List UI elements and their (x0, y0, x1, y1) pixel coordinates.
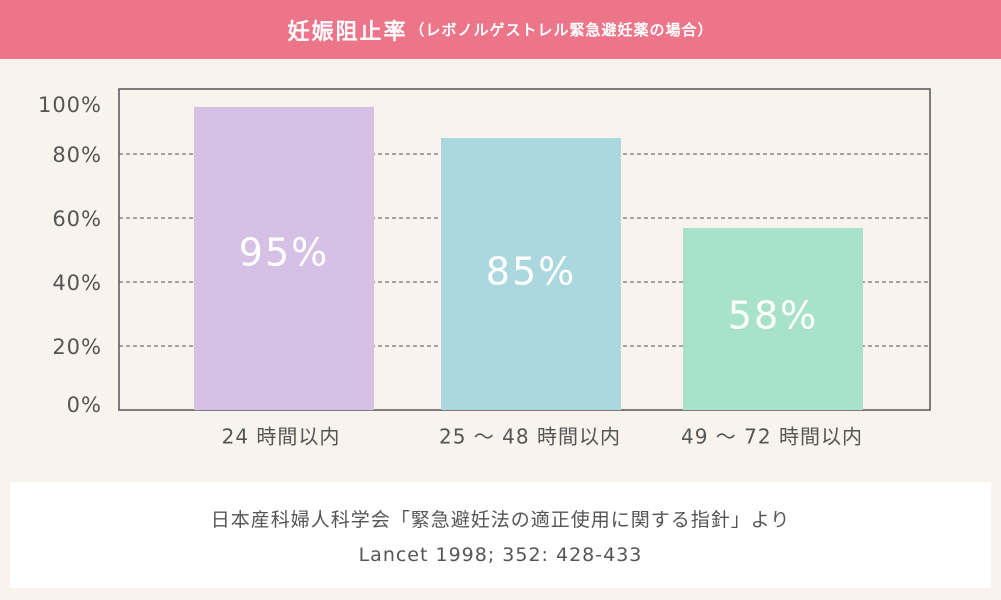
x-category-label: 49 〜 72 時間以内 (681, 425, 863, 449)
y-tick-label: 80% (52, 143, 102, 167)
bar-value-label: 58% (728, 294, 818, 338)
source-reference: Lancet 1998; 352: 428-433 (358, 543, 643, 566)
chart-header: 妊娠阻止率 （レボノルゲストレル緊急避妊薬の場合） (0, 0, 1001, 59)
chart-title: 妊娠阻止率 (287, 19, 408, 45)
y-tick-label: 100% (38, 93, 102, 117)
source-box: 日本産科婦人科学会「緊急避妊法の適正使用に関する指針」より Lancet 199… (10, 482, 991, 588)
bar-3 (683, 228, 863, 410)
bar-1 (194, 107, 374, 410)
source-citation: 日本産科婦人科学会「緊急避妊法の適正使用に関する指針」より (210, 508, 791, 531)
bar-value-label: 85% (486, 250, 576, 294)
y-tick-label: 60% (52, 207, 102, 231)
y-tick-label: 0% (67, 393, 102, 417)
x-category-label: 24 時間以内 (222, 425, 341, 449)
y-tick-label: 20% (52, 335, 102, 359)
bar-2 (441, 138, 621, 410)
bar-value-label: 95% (239, 231, 329, 275)
x-category-label: 25 〜 48 時間以内 (439, 425, 621, 449)
bar-chart: 0% 20% 40% 60% 80% 100% 95% 85% 58% 24 時間以内 25 〜 4… (38, 88, 931, 449)
chart-subtitle: （レボノルゲストレル緊急避妊薬の場合） (409, 21, 714, 39)
y-tick-label: 40% (52, 271, 102, 295)
